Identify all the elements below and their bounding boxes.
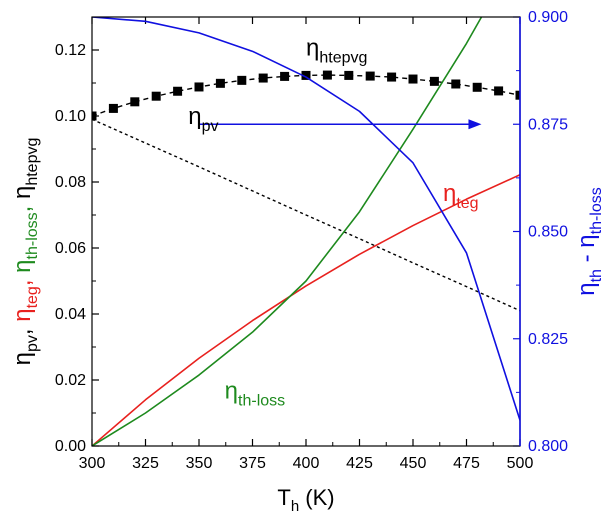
x-axis-title: Th (K) (277, 485, 334, 513)
data-point-htepvg (130, 97, 140, 107)
series-line-th_loss (92, 17, 483, 446)
data-point-htepvg (494, 86, 504, 96)
data-point-htepvg (215, 78, 225, 88)
y-right-tick-label: 0.850 (528, 224, 568, 241)
series-line-teg (92, 174, 520, 446)
data-point-htepvg (237, 75, 247, 85)
x-tick-label: 375 (239, 455, 266, 472)
x-tick-label: 300 (79, 455, 106, 472)
x-tick-label: 450 (400, 455, 427, 472)
data-point-htepvg (429, 76, 439, 86)
data-point-htepvg (472, 82, 482, 92)
y-left-tick-label: 0.02 (55, 372, 86, 389)
y-left-tick-label: 0.08 (55, 174, 86, 191)
y-right-axis-title: ηth - ηth-loss (573, 187, 605, 296)
series-layer (92, 17, 520, 446)
data-point-htepvg (387, 72, 397, 82)
x-tick-label: 350 (186, 455, 213, 472)
y-right-tick-label: 0.800 (528, 438, 568, 455)
data-point-htepvg (108, 103, 118, 113)
series-label-pv: ηpv (188, 103, 218, 135)
x-tick-label: 325 (132, 455, 159, 472)
axis-arrow-head (468, 119, 482, 130)
data-point-htepvg (151, 91, 161, 101)
data-point-htepvg (173, 86, 183, 96)
y-right-tick-label: 0.875 (528, 116, 568, 133)
data-point-htepvg (408, 74, 418, 84)
y-left-tick-label: 0.10 (55, 108, 86, 125)
data-point-htepvg (365, 71, 375, 81)
label-layer: 300 325 350 375 400 425 450 475 500 0.00 0.02 0.04 0… (9, 9, 605, 513)
data-point-htepvg (258, 73, 268, 83)
series-label-teg: ηteg (443, 180, 479, 212)
series-label-htepvg: ηhtepvg (306, 34, 367, 66)
data-point-htepvg (92, 111, 97, 121)
x-tick-label: 400 (293, 455, 320, 472)
y-right-tick-label: 0.900 (528, 9, 568, 26)
series-line-th_minus_loss (92, 17, 520, 421)
y-left-tick-label: 0.12 (55, 42, 86, 59)
y-left-axis-title-text: ηpv, ηteg, ηth-loss, ηhtepvg (9, 138, 41, 366)
y-left-axis-title: ηpv, ηteg, ηth-loss, ηhtepvg (9, 138, 41, 366)
data-point-htepvg (515, 90, 520, 100)
y-left-tick-label: 0.06 (55, 240, 86, 257)
data-point-htepvg (280, 71, 290, 81)
x-tick-label: 475 (453, 455, 480, 472)
series-label-th_loss: ηth-loss (225, 377, 285, 409)
y-right-tick-label: 0.825 (528, 331, 568, 348)
data-point-htepvg (322, 70, 332, 80)
x-tick-label: 500 (507, 455, 534, 472)
data-point-htepvg (451, 79, 461, 89)
data-point-htepvg (194, 82, 204, 92)
series-line-pv (92, 118, 520, 312)
y-left-tick-label: 0.00 (55, 438, 86, 455)
data-point-htepvg (344, 70, 354, 80)
y-right-axis-title-text: ηth - ηth-loss (573, 187, 605, 296)
y-left-tick-label: 0.04 (55, 306, 86, 323)
data-point-htepvg (301, 70, 311, 80)
x-tick-label: 425 (346, 455, 373, 472)
